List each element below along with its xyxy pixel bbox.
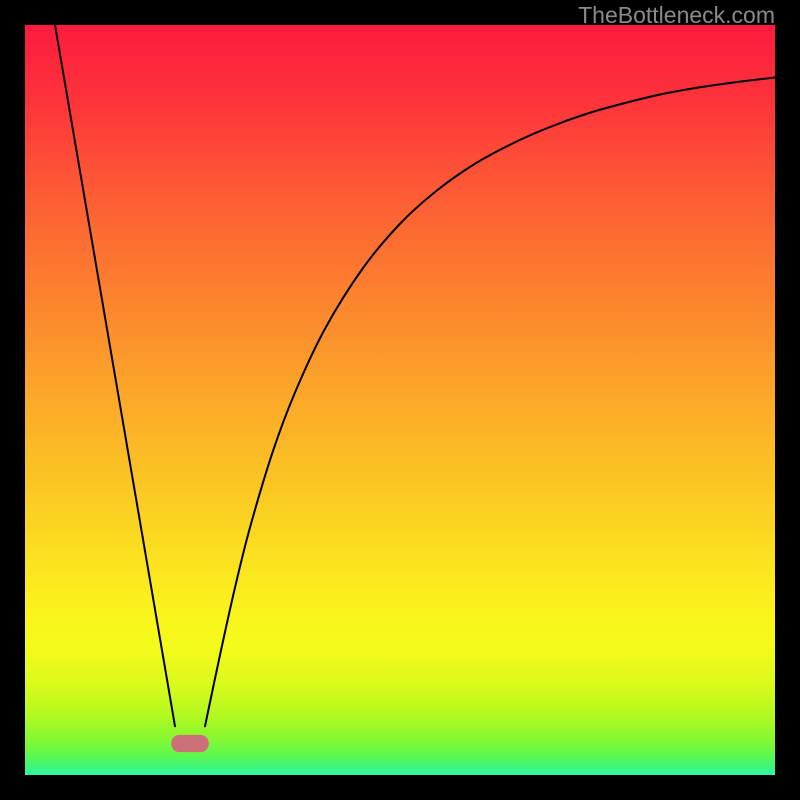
minimum-marker <box>171 735 209 752</box>
curve-layer <box>25 25 775 775</box>
watermark-text: TheBottleneck.com <box>578 2 775 29</box>
left-descent-line <box>55 25 175 726</box>
plot-area <box>25 25 775 775</box>
chart-container: TheBottleneck.com <box>0 0 800 800</box>
right-ascent-curve <box>205 78 775 727</box>
